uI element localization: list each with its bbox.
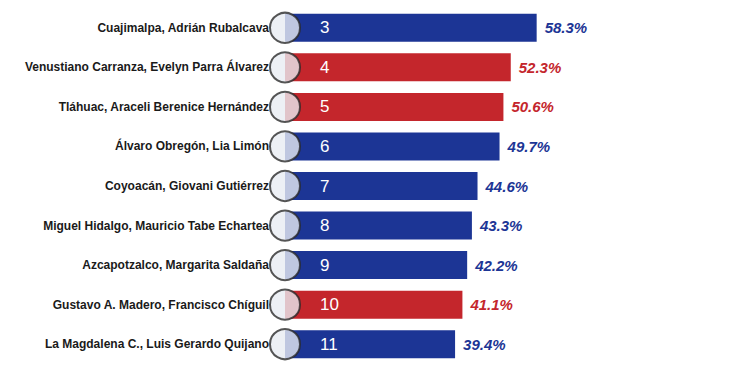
- svg-text:Álvaro Obregón, Lia Limón: Álvaro Obregón, Lia Limón: [115, 138, 269, 153]
- svg-text:9: 9: [320, 256, 329, 275]
- svg-text:42.2%: 42.2%: [474, 257, 518, 274]
- svg-text:3: 3: [320, 18, 329, 37]
- svg-text:44.6%: 44.6%: [485, 178, 529, 195]
- svg-text:La Magdalena C., Luis Gerardo: La Magdalena C., Luis Gerardo Quijano: [45, 337, 269, 351]
- svg-text:Cuajimalpa, Adrián Rubalcava: Cuajimalpa, Adrián Rubalcava: [97, 21, 269, 35]
- svg-text:4: 4: [320, 58, 329, 77]
- svg-text:Gustavo A. Madero, Francisco C: Gustavo A. Madero, Francisco Chíguil: [53, 298, 269, 312]
- svg-text:52.3%: 52.3%: [519, 59, 562, 76]
- svg-text:58.3%: 58.3%: [545, 19, 588, 36]
- svg-text:50.6%: 50.6%: [511, 98, 554, 115]
- svg-text:11: 11: [320, 335, 338, 354]
- svg-text:8: 8: [320, 216, 329, 235]
- svg-text:10: 10: [320, 295, 339, 314]
- svg-text:41.1%: 41.1%: [469, 296, 513, 313]
- svg-text:Venustiano Carranza, Evelyn Pa: Venustiano Carranza, Evelyn Parra Álvare…: [25, 59, 269, 74]
- svg-text:43.3%: 43.3%: [479, 217, 523, 234]
- svg-text:Azcapotzalco, Margarita Saldañ: Azcapotzalco, Margarita Saldaña: [82, 258, 269, 272]
- svg-text:Miguel Hidalgo, Mauricio Tabe: Miguel Hidalgo, Mauricio Tabe Echartea: [43, 219, 269, 233]
- svg-text:5: 5: [320, 97, 329, 116]
- svg-text:6: 6: [320, 137, 329, 156]
- svg-text:7: 7: [320, 177, 329, 196]
- svg-text:Tláhuac, Araceli Berenice Hern: Tláhuac, Araceli Berenice Hernández: [59, 100, 269, 114]
- svg-text:49.7%: 49.7%: [507, 138, 551, 155]
- svg-text:39.4%: 39.4%: [463, 336, 506, 353]
- svg-text:Coyoacán, Giovani Gutiérrez: Coyoacán, Giovani Gutiérrez: [105, 179, 269, 193]
